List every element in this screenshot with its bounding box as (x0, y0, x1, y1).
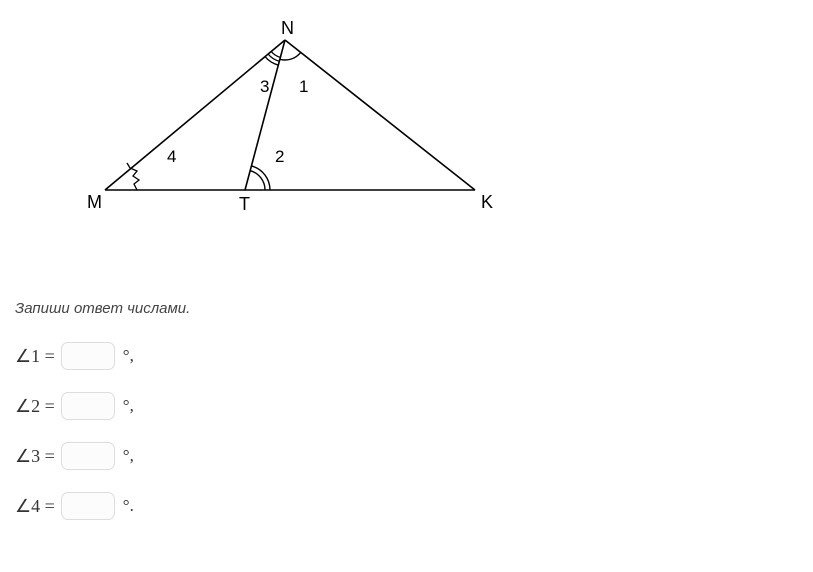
angle1-input[interactable] (61, 342, 115, 370)
angle2-num: 2 (275, 147, 284, 166)
angle1-suffix: °, (123, 346, 134, 366)
angle2-suffix: °, (123, 396, 134, 416)
vertex-N-label: N (281, 20, 294, 38)
answer-row-4: ∠4 = °. (15, 492, 798, 520)
arc-angle3-a (271, 52, 280, 58)
angle4-num: 4 (167, 147, 176, 166)
edge-NT (245, 40, 285, 190)
angle3-input[interactable] (61, 442, 115, 470)
angle3-suffix: °, (123, 446, 134, 466)
diagram-svg: M N K T 1 2 3 4 (75, 20, 515, 230)
angle1-label: ∠1 = (15, 346, 55, 367)
vertex-K-label: K (481, 192, 493, 212)
angle4-input[interactable] (61, 492, 115, 520)
angle3-num: 3 (260, 77, 269, 96)
answer-row-1: ∠1 = °, (15, 342, 798, 370)
arc-angle2-a (250, 171, 265, 190)
vertex-T-label: T (239, 194, 250, 214)
angle4-label: ∠4 = (15, 496, 55, 517)
edge-NK (285, 40, 475, 190)
edge-MN (105, 40, 285, 190)
answer-row-2: ∠2 = °, (15, 392, 798, 420)
answer-rows: ∠1 = °, ∠2 = °, ∠3 = °, ∠4 = °. (15, 342, 798, 520)
angle4-suffix: °. (123, 496, 134, 516)
vertex-M-label: M (87, 192, 102, 212)
instruction-text: Запиши ответ числами. (15, 300, 798, 317)
angle1-num: 1 (299, 77, 308, 96)
angle2-input[interactable] (61, 392, 115, 420)
arc-angle1 (280, 52, 301, 60)
angle3-label: ∠3 = (15, 446, 55, 467)
arc-angle3-b (268, 54, 279, 61)
triangle-diagram: M N K T 1 2 3 4 (15, 20, 798, 270)
answer-row-3: ∠3 = °, (15, 442, 798, 470)
angle2-label: ∠2 = (15, 396, 55, 417)
